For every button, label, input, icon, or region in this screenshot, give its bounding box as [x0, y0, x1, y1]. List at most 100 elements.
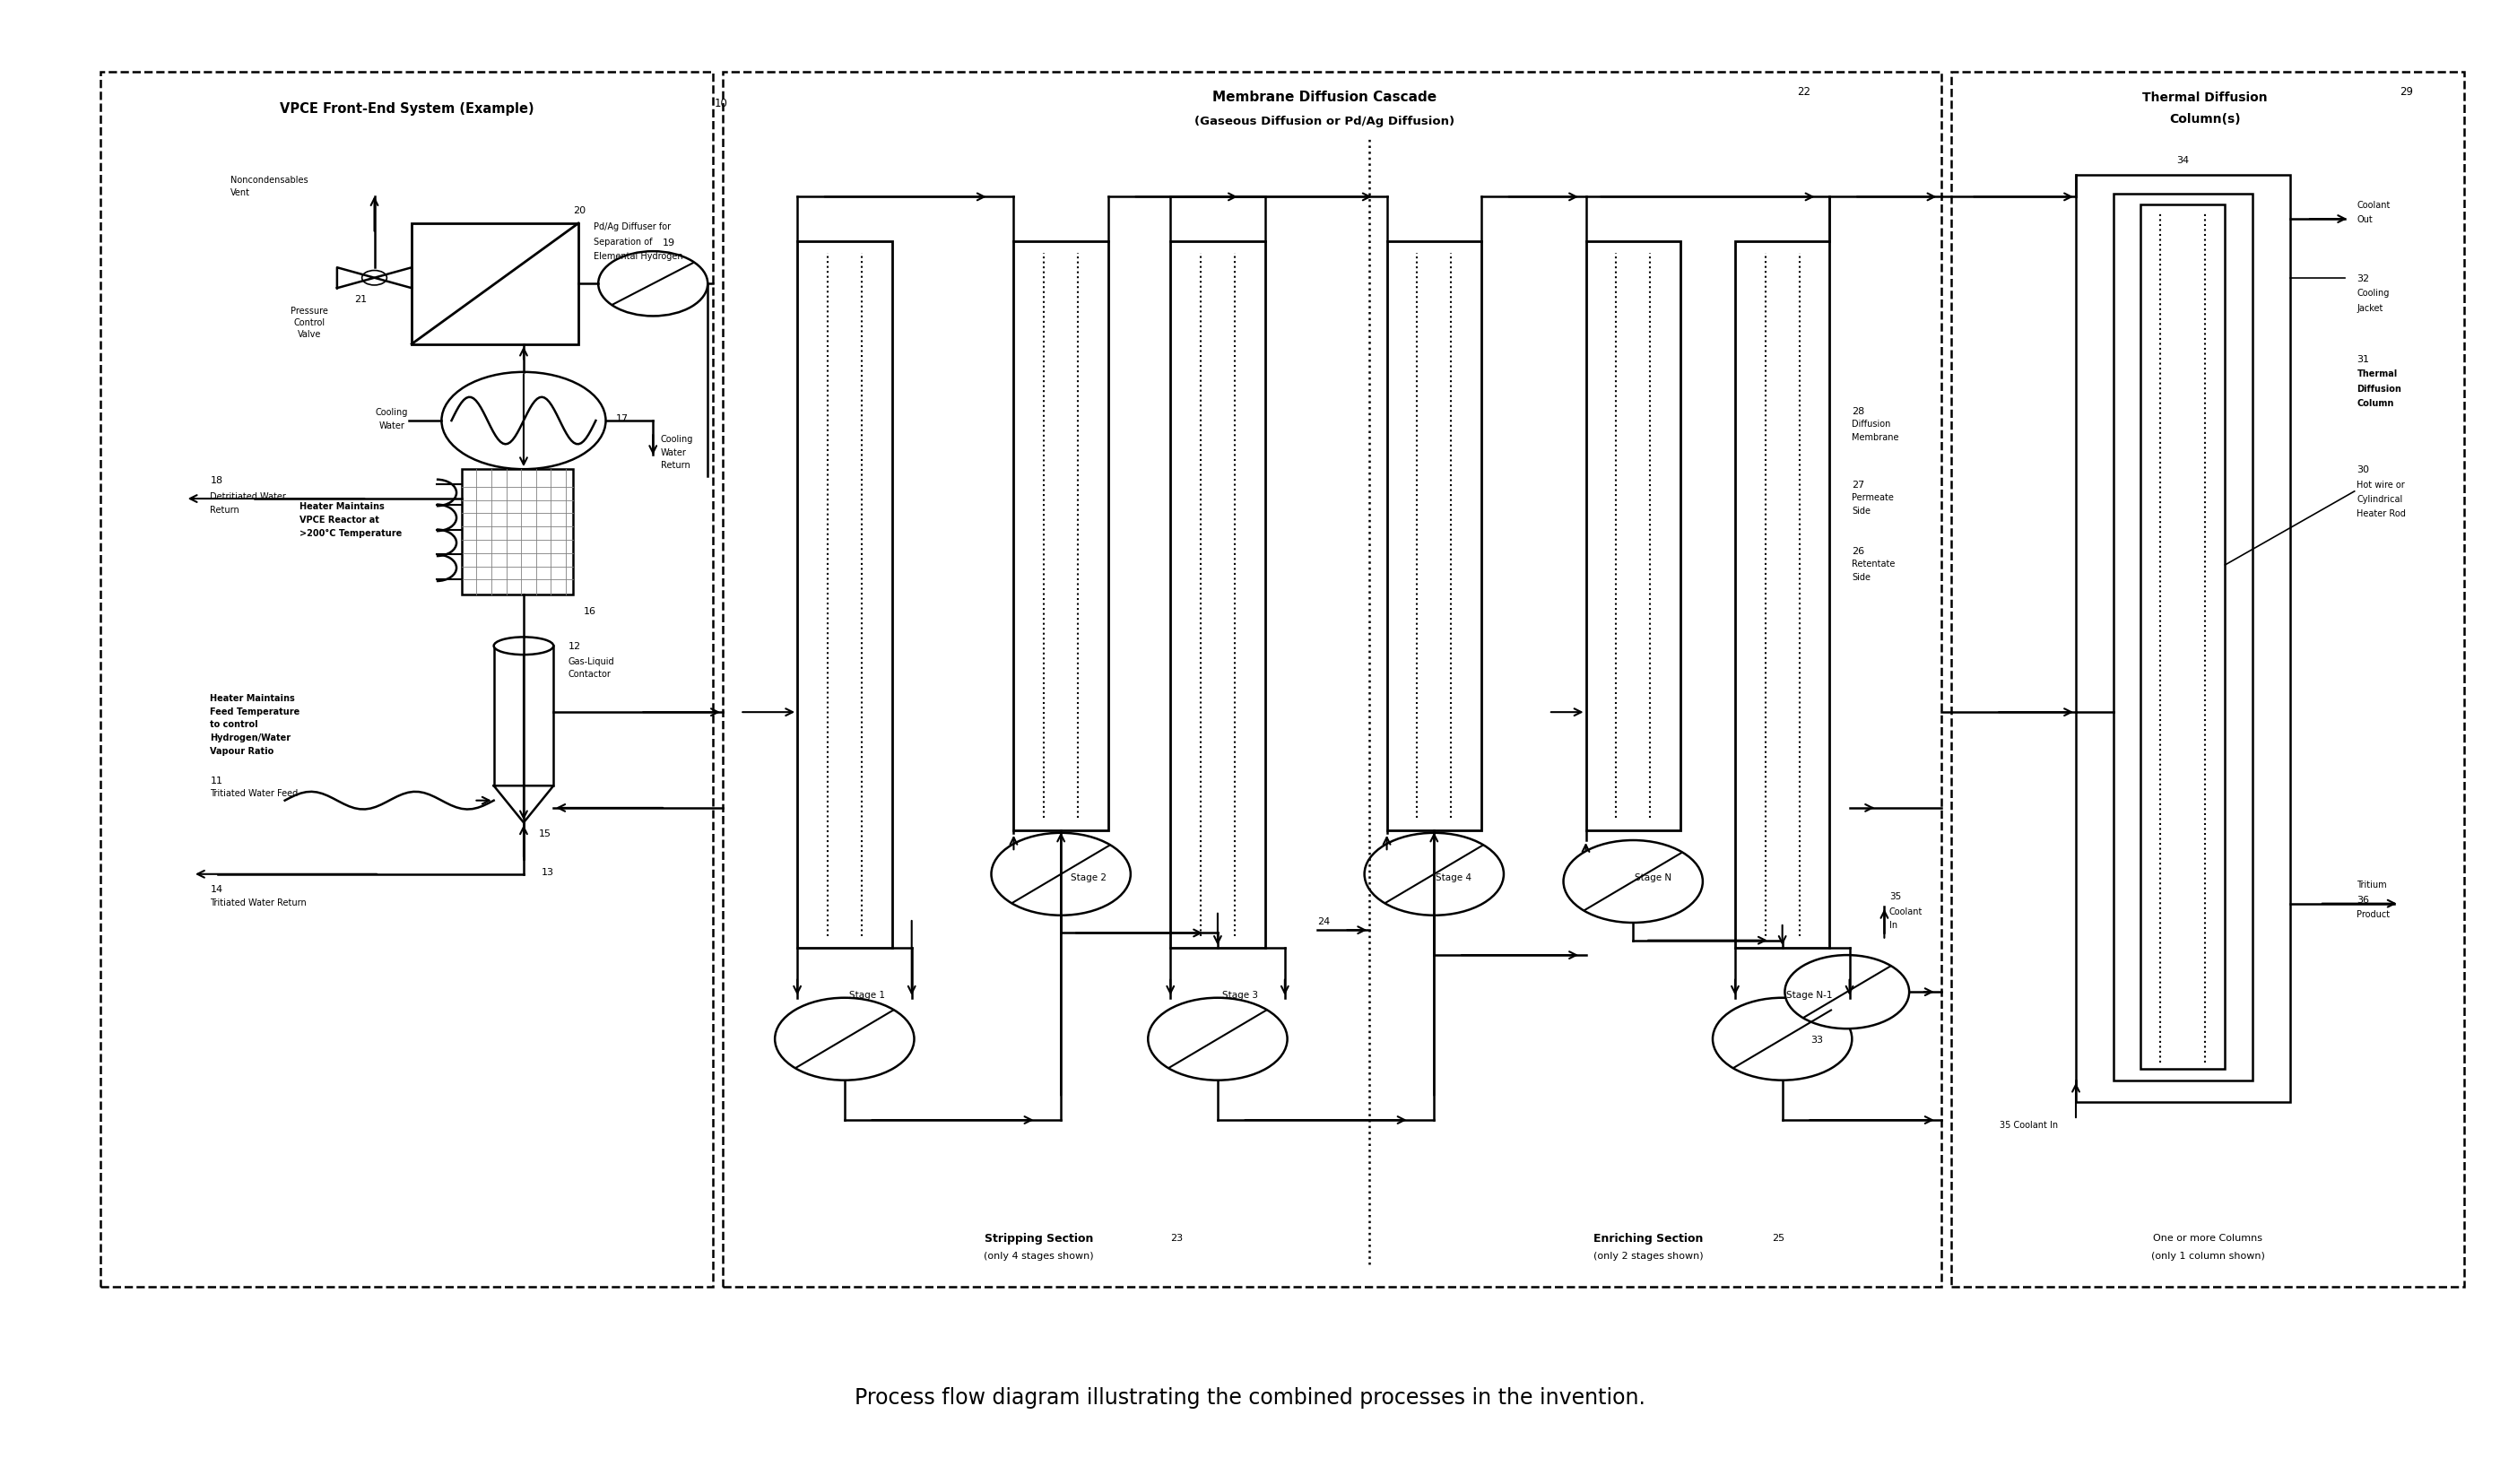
Bar	[1585, 242, 1680, 830]
Bar	[2075, 175, 2290, 1103]
Text: 10: 10	[715, 98, 728, 110]
Text: Process flow diagram illustrating the combined processes in the invention.: Process flow diagram illustrating the co…	[855, 1386, 1645, 1408]
Text: Return: Return	[660, 462, 690, 470]
Text: 12: 12	[568, 643, 580, 651]
Text: 13: 13	[540, 867, 552, 876]
Text: 26: 26	[1852, 546, 1865, 555]
Text: Water: Water	[380, 421, 405, 430]
Text: 34: 34	[2178, 156, 2190, 165]
Text: Membrane: Membrane	[1852, 433, 1900, 442]
Text: In: In	[1890, 920, 1898, 929]
Text: 36: 36	[2358, 895, 2370, 904]
Text: Column: Column	[2358, 399, 2395, 408]
Text: Control: Control	[295, 318, 325, 326]
Text: Stage 2: Stage 2	[1070, 873, 1105, 881]
Text: Coolant: Coolant	[2358, 200, 2390, 209]
Text: Vapour Ratio: Vapour Ratio	[210, 746, 275, 755]
Text: Separation of: Separation of	[592, 237, 652, 246]
Text: Retentate: Retentate	[1852, 559, 1895, 568]
Text: (Gaseous Diffusion or Pd/Ag Diffusion): (Gaseous Diffusion or Pd/Ag Diffusion)	[1195, 116, 1455, 126]
Bar	[100, 73, 712, 1287]
Text: Product: Product	[2358, 910, 2390, 919]
Bar	[495, 647, 552, 787]
Text: Feed Temperature: Feed Temperature	[210, 706, 300, 715]
Text: VPCE Front-End System (Example): VPCE Front-End System (Example)	[280, 102, 535, 116]
Text: Cooling: Cooling	[375, 408, 408, 417]
Text: Permeate: Permeate	[1852, 493, 1895, 502]
Polygon shape	[495, 787, 552, 824]
Text: 19: 19	[663, 239, 675, 248]
Bar	[798, 242, 892, 948]
Circle shape	[1562, 840, 1703, 923]
Text: Side: Side	[1852, 573, 1870, 582]
Text: Tritium: Tritium	[2358, 880, 2388, 889]
Text: Elemental Hydrogen: Elemental Hydrogen	[592, 252, 682, 261]
Text: 25: 25	[1772, 1233, 1785, 1242]
Circle shape	[1785, 956, 1910, 1028]
Bar	[1952, 73, 2465, 1287]
Polygon shape	[338, 269, 375, 289]
Text: 31: 31	[2358, 355, 2370, 364]
Text: Pressure: Pressure	[290, 306, 328, 315]
Bar	[1170, 242, 1265, 948]
Text: Heater Maintains: Heater Maintains	[210, 693, 295, 702]
Text: Diffusion: Diffusion	[2358, 384, 2402, 393]
Text: 21: 21	[355, 295, 367, 304]
Text: Pd/Ag Diffuser for: Pd/Ag Diffuser for	[592, 223, 670, 232]
Text: Stage 4: Stage 4	[1435, 873, 1472, 881]
Circle shape	[1713, 999, 1852, 1080]
Circle shape	[775, 999, 915, 1080]
Text: Out: Out	[2358, 215, 2372, 224]
Text: Stage N: Stage N	[1635, 873, 1672, 881]
Text: 35: 35	[1890, 892, 1900, 901]
Text: Stage 1: Stage 1	[850, 991, 885, 1000]
Text: Hot wire or: Hot wire or	[2358, 479, 2405, 488]
Text: 18: 18	[210, 475, 222, 484]
Text: Diffusion: Diffusion	[1852, 420, 1890, 429]
Text: Jacket: Jacket	[2358, 303, 2382, 312]
Circle shape	[442, 372, 605, 470]
Text: 30: 30	[2358, 466, 2370, 475]
Text: Stage N-1: Stage N-1	[1788, 991, 1832, 1000]
Text: Noncondensables: Noncondensables	[230, 175, 308, 184]
Text: 28: 28	[1852, 407, 1865, 416]
Text: Enriching Section: Enriching Section	[1593, 1232, 1703, 1244]
Bar	[1388, 242, 1482, 830]
Text: Gas-Liquid: Gas-Liquid	[568, 656, 615, 665]
Text: Cooling: Cooling	[660, 435, 693, 444]
Text: Heater Rod: Heater Rod	[2358, 509, 2405, 518]
Text: Hydrogen/Water: Hydrogen/Water	[210, 733, 290, 742]
Text: (only 2 stages shown): (only 2 stages shown)	[1593, 1251, 1703, 1260]
Text: 15: 15	[538, 828, 550, 837]
Text: 35 Coolant In: 35 Coolant In	[2000, 1120, 2058, 1129]
Text: VPCE Reactor at: VPCE Reactor at	[300, 515, 380, 524]
Bar	[722, 73, 1942, 1287]
Bar	[413, 224, 578, 344]
Circle shape	[598, 252, 707, 316]
Circle shape	[362, 272, 388, 286]
Text: Column(s): Column(s)	[2170, 113, 2240, 126]
Text: 16: 16	[582, 607, 595, 616]
Text: 32: 32	[2358, 275, 2370, 283]
Circle shape	[1365, 833, 1502, 916]
Text: 33: 33	[1810, 1034, 1822, 1043]
Text: Side: Side	[1852, 506, 1870, 515]
Text: to control: to control	[210, 720, 258, 729]
Text: 14: 14	[210, 884, 222, 893]
Text: Vent: Vent	[230, 188, 250, 197]
Text: Cooling: Cooling	[2358, 289, 2390, 298]
Text: Heater Maintains: Heater Maintains	[300, 502, 385, 510]
Bar	[2112, 194, 2253, 1080]
Text: Cylindrical: Cylindrical	[2358, 494, 2402, 503]
Text: 23: 23	[1170, 1233, 1182, 1242]
Text: 11: 11	[210, 776, 222, 785]
Text: One or more Columns: One or more Columns	[2152, 1233, 2262, 1242]
Ellipse shape	[495, 638, 552, 654]
Text: Coolant: Coolant	[1890, 907, 1923, 916]
Text: Stage 3: Stage 3	[1222, 991, 1257, 1000]
Text: Contactor: Contactor	[568, 669, 612, 678]
Text: Membrane Diffusion Cascade: Membrane Diffusion Cascade	[1212, 91, 1438, 104]
Text: (only 4 stages shown): (only 4 stages shown)	[982, 1251, 1092, 1260]
Text: Water: Water	[660, 448, 688, 457]
Text: Detritiated Water: Detritiated Water	[210, 491, 288, 500]
